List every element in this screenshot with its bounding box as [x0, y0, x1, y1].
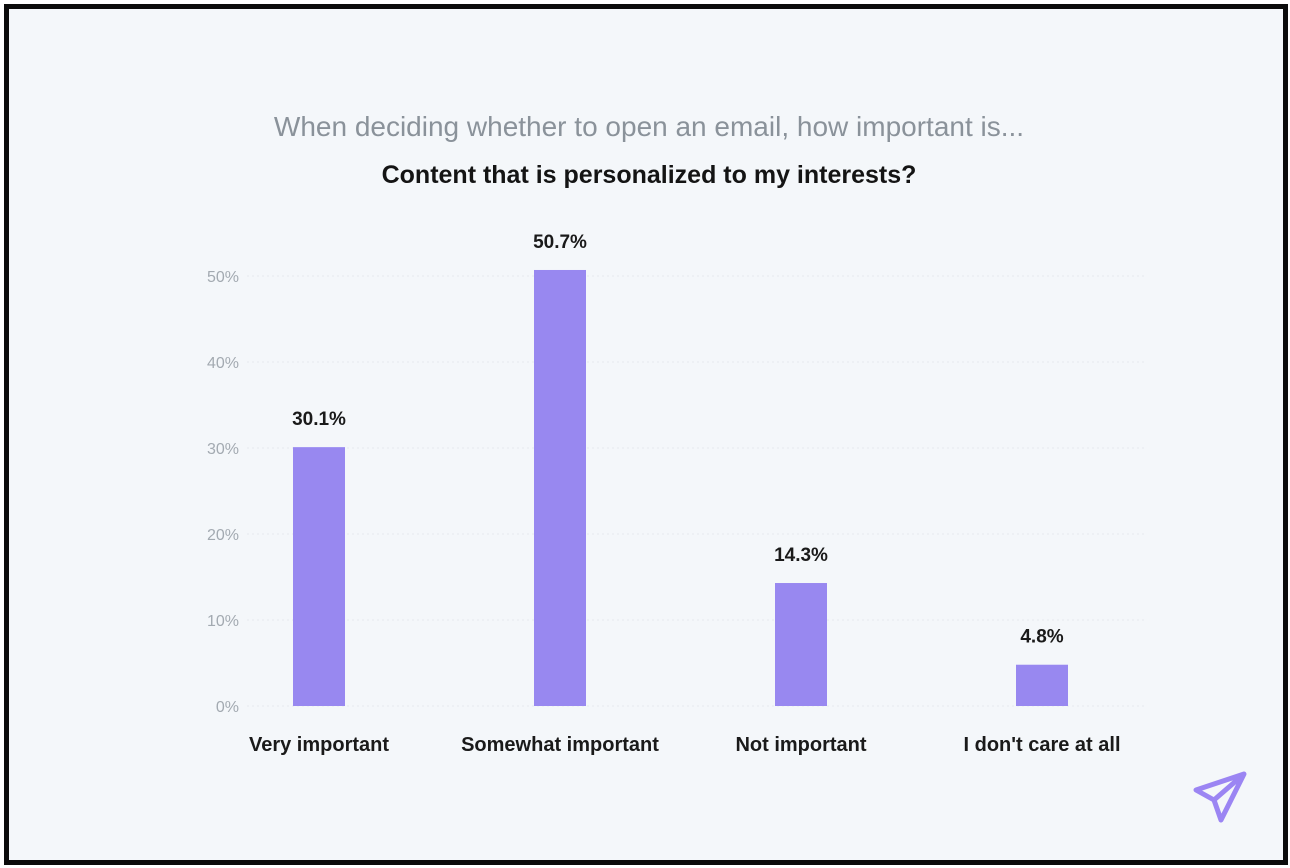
x-tick-label: Not important	[735, 734, 866, 756]
paper-plane-icon	[1193, 771, 1247, 823]
y-tick-label: 30%	[207, 441, 239, 458]
x-tick-label: Very important	[249, 734, 389, 756]
bar	[1016, 664, 1068, 706]
y-tick-label: 50%	[207, 269, 239, 286]
y-tick-label: 20%	[207, 527, 239, 544]
bar	[534, 269, 586, 706]
chart-subtitle: When deciding whether to open an email, …	[274, 111, 1024, 142]
chart-title: Content that is personalized to my inter…	[382, 161, 917, 189]
y-tick-label: 40%	[207, 355, 239, 372]
data-labels: 30.1% 50.7% 14.3% 4.8%	[292, 232, 1064, 648]
gridlines	[247, 275, 1144, 707]
bars	[293, 269, 1068, 706]
bar	[293, 447, 345, 706]
x-tick-label: Somewhat important	[461, 734, 659, 756]
data-label: 14.3%	[774, 545, 828, 566]
data-label: 4.8%	[1020, 627, 1063, 648]
bar	[775, 583, 827, 706]
data-label: 30.1%	[292, 409, 346, 430]
y-tick-label: 0%	[216, 699, 239, 716]
x-tick-label: I don't care at all	[963, 734, 1120, 756]
y-axis-ticks: 0% 10% 20% 30% 40% 50%	[207, 269, 239, 716]
y-tick-label: 10%	[207, 613, 239, 630]
chart-frame: When deciding whether to open an email, …	[4, 4, 1288, 865]
x-axis-labels: Very important Somewhat important Not impo…	[249, 734, 1121, 756]
bar-chart: When deciding whether to open an email, …	[207, 111, 1247, 823]
data-label: 50.7%	[533, 232, 587, 253]
